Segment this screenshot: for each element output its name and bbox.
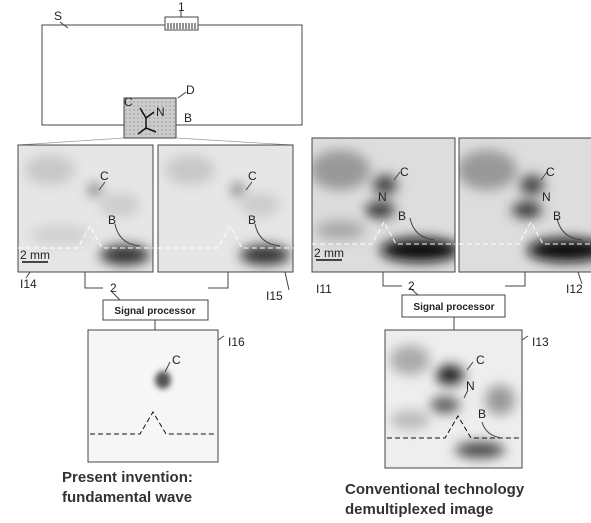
marker: N <box>466 379 475 393</box>
image-label: I11 <box>316 282 332 296</box>
image-i14 <box>17 144 154 273</box>
marker: B <box>478 407 486 421</box>
marker: N <box>542 190 551 204</box>
marker: C <box>248 169 257 183</box>
caption: Conventional technology <box>345 481 525 498</box>
image-label: I14 <box>20 277 37 291</box>
marker: C <box>100 169 109 183</box>
image-i13 <box>384 329 523 469</box>
image-label: I15 <box>266 289 283 303</box>
processor-label: Signal processor <box>114 306 195 317</box>
marker: B <box>553 209 561 223</box>
marker: B <box>248 213 256 227</box>
marker: C <box>124 95 133 109</box>
scale-label: 2 mm <box>20 248 50 262</box>
sample-diagram: 1 S D C N B <box>17 0 303 146</box>
processor-label: Signal processor <box>413 302 494 313</box>
image-i15 <box>157 144 294 273</box>
image-label: I12 <box>566 282 583 296</box>
marker: N <box>378 190 387 204</box>
caption: demultiplexed image <box>345 501 493 518</box>
marker: C <box>546 165 555 179</box>
image-label: I16 <box>228 335 245 349</box>
marker: B <box>108 213 116 227</box>
scale-label: 2 mm <box>314 246 344 260</box>
processor-number: 2 <box>408 279 415 293</box>
image-i12 <box>458 137 591 273</box>
marker: C <box>400 165 409 179</box>
caption: Present invention: <box>62 469 193 486</box>
marker: N <box>156 105 165 119</box>
marker: B <box>184 111 192 125</box>
image-i11 <box>311 137 456 273</box>
marker: C <box>172 353 181 367</box>
region-label: D <box>186 83 195 97</box>
image-label: I13 <box>532 335 549 349</box>
marker: C <box>476 353 485 367</box>
image-i16 <box>87 329 219 463</box>
probe-label: 1 <box>178 0 185 14</box>
marker: B <box>398 209 406 223</box>
sample-label: S <box>54 9 62 23</box>
caption: fundamental wave <box>62 489 192 506</box>
processor-number: 2 <box>110 281 117 295</box>
